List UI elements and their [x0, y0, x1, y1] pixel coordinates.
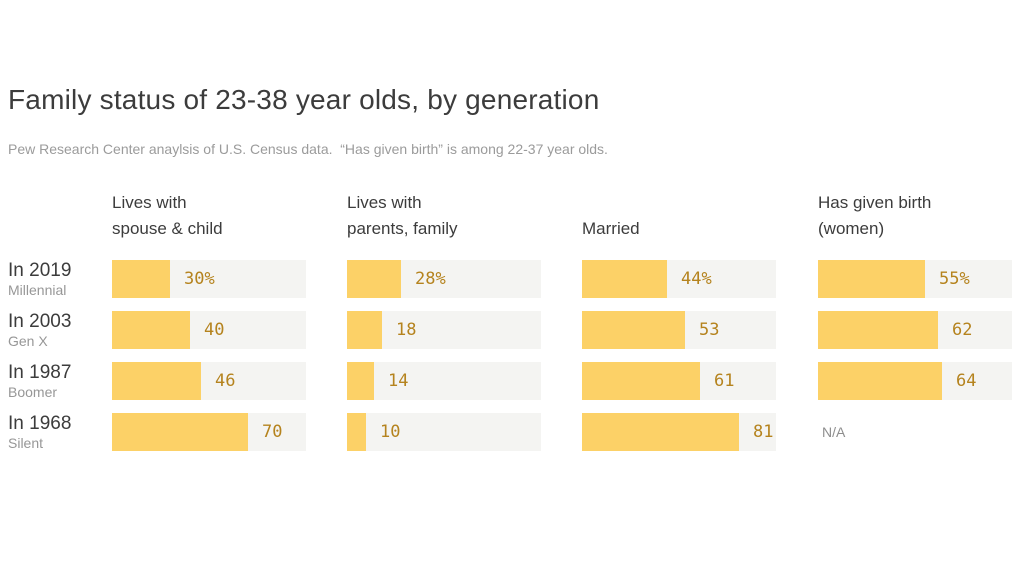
bar-value-label: 64 — [956, 371, 977, 391]
bar-fill — [818, 362, 942, 400]
row-label: In 1968 Silent — [8, 412, 108, 452]
row-label-year: In 1968 — [8, 413, 72, 434]
bar-value-label: 46 — [215, 371, 236, 391]
bar-fill — [112, 260, 170, 298]
bar-fill — [112, 362, 201, 400]
row-label: In 2003 Gen X — [8, 310, 108, 350]
bar-value-label: 30% — [184, 269, 215, 289]
column-header-line: parents, family — [347, 219, 458, 238]
bar-track: 40 — [112, 311, 306, 349]
column-header-line: (women) — [818, 219, 885, 238]
bar-value-label: 81 — [753, 422, 774, 442]
bar-fill — [112, 413, 248, 451]
bar-fill — [347, 311, 382, 349]
bar-fill — [582, 362, 700, 400]
row-label: In 1987 Boomer — [8, 361, 108, 401]
bar-track: 53 — [582, 311, 776, 349]
bar-value-label: 28% — [415, 269, 446, 289]
bar-fill — [347, 260, 401, 298]
bar-value-label: 55% — [939, 269, 970, 289]
bar-track: 55% — [818, 260, 1012, 298]
bar-track: 28% — [347, 260, 541, 298]
column-header-line: Lives with — [112, 193, 187, 212]
bar-fill — [582, 413, 739, 451]
bar-fill — [818, 311, 938, 349]
chart-subtitle: Pew Research Center anaylsis of U.S. Cen… — [8, 141, 608, 157]
bar-fill — [582, 311, 685, 349]
row-label-generation: Gen X — [8, 333, 48, 349]
column-header-line: Married — [582, 219, 640, 238]
column-header: Lives with parents, family — [347, 190, 567, 242]
na-value: N/A — [822, 424, 846, 440]
bar-track: 70 — [112, 413, 306, 451]
bar-fill — [818, 260, 925, 298]
bar-track: 18 — [347, 311, 541, 349]
row-label-generation: Boomer — [8, 384, 58, 400]
row-label-year: In 2003 — [8, 311, 72, 332]
bar-value-label: 18 — [396, 320, 417, 340]
bar-track: 61 — [582, 362, 776, 400]
bar-fill — [582, 260, 667, 298]
bar-track: 46 — [112, 362, 306, 400]
bar-value-label: 70 — [262, 422, 283, 442]
bar-value-label: 14 — [388, 371, 409, 391]
column-header: Has given birth (women) — [818, 190, 1024, 242]
bar-fill — [112, 311, 190, 349]
bar-fill — [347, 362, 374, 400]
bar-track: 44% — [582, 260, 776, 298]
bar-fill — [347, 413, 366, 451]
bar-track: 30% — [112, 260, 306, 298]
row-label-year: In 1987 — [8, 362, 72, 383]
bar-value-label: 62 — [952, 320, 973, 340]
row-label: In 2019 Millennial — [8, 259, 108, 299]
column-header-line: Has given birth — [818, 193, 932, 212]
bar-track: 14 — [347, 362, 541, 400]
chart-title: Family status of 23-38 year olds, by gen… — [8, 84, 600, 115]
row-label-year: In 2019 — [8, 260, 72, 281]
bar-value-label: 40 — [204, 320, 225, 340]
bar-track: 64 — [818, 362, 1012, 400]
column-header: Married — [582, 190, 802, 242]
column-header-line: Lives with — [347, 193, 422, 212]
bar-value-label: 53 — [699, 320, 720, 340]
column-header: Lives with spouse & child — [112, 190, 332, 242]
row-label-generation: Silent — [8, 435, 44, 451]
row-label-generation: Millennial — [8, 282, 67, 298]
column-header-line: spouse & child — [112, 219, 223, 238]
bar-value-label: 10 — [380, 422, 401, 442]
bar-value-label: 61 — [714, 371, 735, 391]
bar-value-label: 44% — [681, 269, 712, 289]
bar-track: 10 — [347, 413, 541, 451]
bar-track: 81 — [582, 413, 776, 451]
bar-track: 62 — [818, 311, 1012, 349]
